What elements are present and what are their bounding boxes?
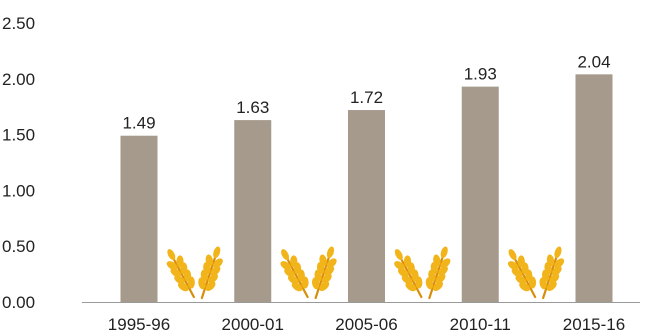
data-label: 1.49 [122,114,155,133]
data-label: 1.72 [350,88,383,107]
y-tick-label: 1.50 [2,126,35,145]
data-labels-group: 1.49 1.63 1.72 1.93 2.04 [122,52,610,132]
bar-2000-01 [234,120,272,302]
wheat-icon [280,246,337,300]
data-label: 1.63 [236,98,269,117]
wheat-icon [166,246,223,300]
bar-2010-11 [461,86,499,302]
wheat-icon [394,246,451,300]
y-tick-label: 2.50 [2,14,35,33]
x-tick-label: 2015-16 [563,315,625,334]
bar-2005-06 [348,110,385,302]
bar-2015-16 [575,74,613,302]
bars-group [120,74,613,302]
data-label: 1.93 [464,65,497,84]
y-tick-label: 1.00 [2,181,35,200]
x-tick-label: 2000-01 [222,315,284,334]
wheat-icon [507,246,565,300]
wheat-decorations [166,246,565,300]
y-axis-ticks: 0.00 0.50 1.00 1.50 2.00 2.50 [2,14,35,312]
x-tick-label: 2010-11 [450,315,511,334]
y-tick-label: 2.00 [2,70,35,89]
x-axis-ticks: 1995-96 2000-01 2005-06 2010-11 2015-16 [108,315,625,334]
y-tick-label: 0.50 [2,237,35,256]
x-tick-label: 2005-06 [335,315,397,334]
bar-1995-96 [120,135,158,302]
data-label: 2.04 [577,52,610,71]
y-tick-label: 0.00 [2,293,35,312]
x-tick-label: 1995-96 [108,315,170,334]
